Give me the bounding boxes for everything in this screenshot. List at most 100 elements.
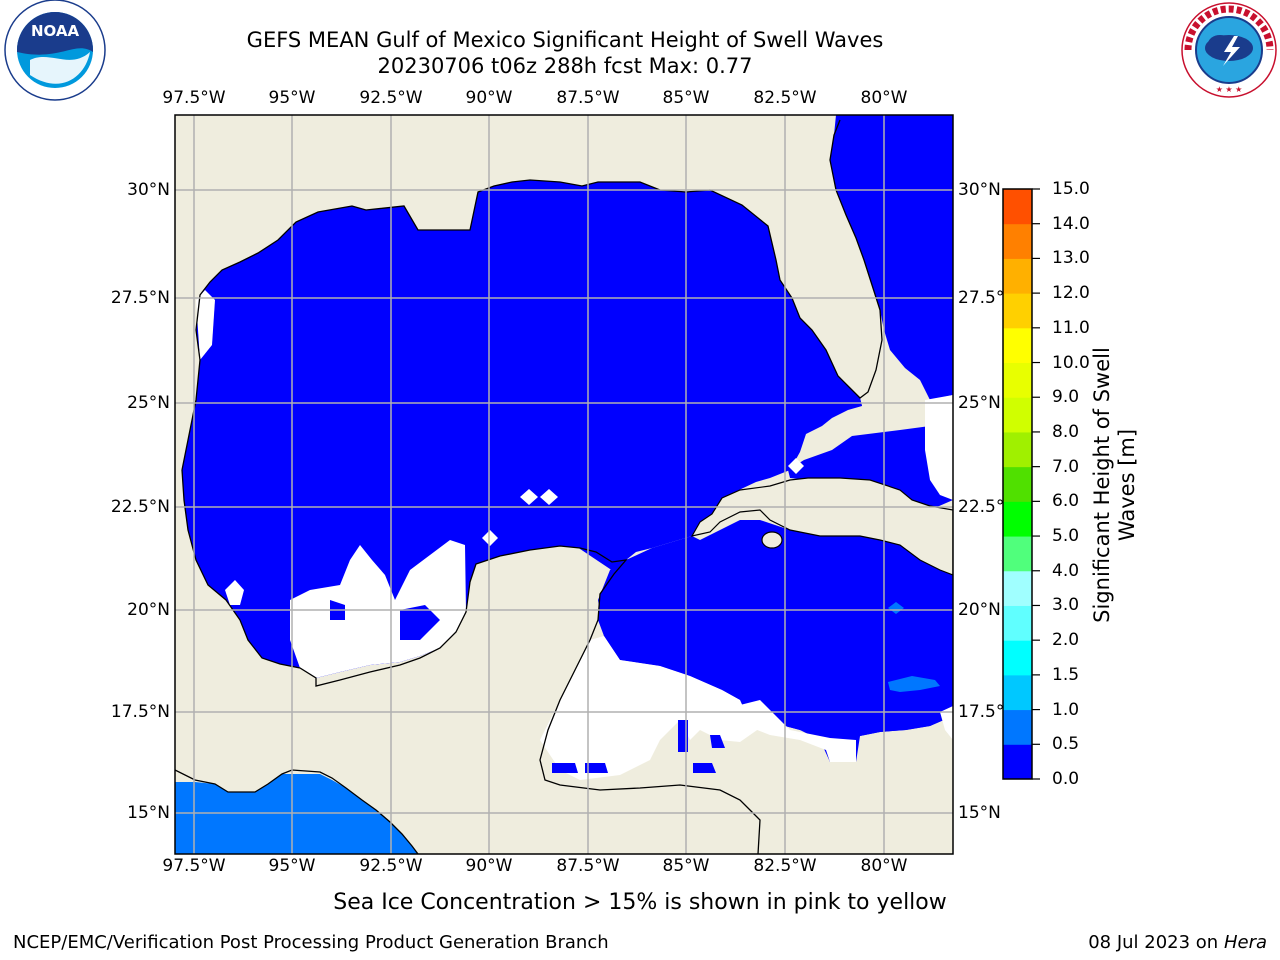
cuba-landmass xyxy=(690,477,953,576)
nodata-patch xyxy=(740,700,856,762)
colorbar-cell xyxy=(1003,570,1032,606)
nodata-patch xyxy=(290,540,466,678)
colorbar-tick-label: 11.0 xyxy=(1052,317,1090,338)
noaa-logo-text: NOAA xyxy=(31,22,80,40)
lat-label-right: 30°N xyxy=(958,180,1001,200)
colorbar-cell xyxy=(1003,431,1032,468)
credit-left: NCEP/EMC/Verification Post Processing Pr… xyxy=(13,932,609,953)
colorbar-tick-label: 3.0 xyxy=(1052,595,1080,616)
colorbar-tick-label: 14.0 xyxy=(1052,213,1090,234)
colorbar-tick-label: 1.5 xyxy=(1052,664,1080,685)
colorbar-cell xyxy=(1003,223,1032,259)
graticule xyxy=(175,115,953,854)
credit-host: Hera xyxy=(1223,932,1267,953)
nodata-patch xyxy=(788,458,804,474)
lon-label-top: 87.5°W xyxy=(556,88,620,108)
lon-label-bottom: 85°W xyxy=(662,856,710,876)
credit-right: 08 Jul 2023 on Hera xyxy=(1088,932,1267,953)
lon-label-bottom: 80°W xyxy=(860,856,908,876)
nodata-patch xyxy=(925,395,953,500)
svg-text:★ ★ ★: ★ ★ ★ xyxy=(1216,85,1243,94)
coastline-pacific xyxy=(175,769,419,854)
lon-label-bottom: 95°W xyxy=(268,856,316,876)
colorbar-cell xyxy=(1003,709,1032,745)
caribbean-patch xyxy=(552,763,578,773)
nodata-patch xyxy=(940,706,953,740)
gulf-body xyxy=(182,180,862,678)
colorbar-cell xyxy=(1003,744,1032,780)
colorbar-cell xyxy=(1003,674,1032,711)
colorbar-cell xyxy=(1003,397,1032,433)
lon-label-top: 95°W xyxy=(268,88,316,108)
colorbar-cell xyxy=(1003,258,1032,294)
coastline-north xyxy=(181,119,883,471)
colorbar-tick-label: 8.0 xyxy=(1052,421,1080,442)
lon-label-top: 90°W xyxy=(465,88,513,108)
chart-title: GEFS MEAN Gulf of Mexico Significant Hei… xyxy=(246,28,884,52)
colorbar-tick-label: 1.0 xyxy=(1052,699,1080,720)
colorbar-cell xyxy=(1003,536,1032,572)
colorbar-cell xyxy=(1003,640,1032,676)
lon-label-top: 82.5°W xyxy=(753,88,817,108)
lat-label-left: 17.5°N xyxy=(110,702,170,722)
lat-label-right: 15°N xyxy=(958,803,1001,823)
lat-label-right: 25°N xyxy=(958,393,1001,413)
lat-label-left: 30°N xyxy=(127,180,170,200)
lon-label-top: 92.5°W xyxy=(359,88,423,108)
colorbar-title-line2: Waves [m] xyxy=(1115,428,1139,542)
lat-label-left: 20°N xyxy=(127,600,170,620)
nodata-patch xyxy=(225,580,244,605)
lat-label-left: 22.5°N xyxy=(110,497,170,517)
colorbar-title: Significant Height of Swell Waves [m] xyxy=(1090,305,1140,665)
lon-label-bottom: 97.5°W xyxy=(162,856,226,876)
colorbar-tick-label: 0.0 xyxy=(1052,769,1080,789)
lon-label-top: 80°W xyxy=(860,88,908,108)
isla-de-la-juventud xyxy=(761,531,783,549)
lon-label-bottom: 87.5°W xyxy=(556,856,620,876)
colorbar-tick-label: 6.0 xyxy=(1052,491,1080,512)
credit-date: 08 Jul 2023 on xyxy=(1088,932,1224,953)
lon-label-top: 85°W xyxy=(662,88,710,108)
noaa-logo: NOAA xyxy=(4,0,106,101)
atlantic-swell-area xyxy=(830,115,953,400)
gulf-patch xyxy=(400,605,440,640)
lon-label-bottom: 82.5°W xyxy=(753,856,817,876)
nodata-patch xyxy=(520,489,538,505)
swell-0.5m-patch xyxy=(888,676,940,692)
chart-subtitle: 20230706 t06z 288h fcst Max: 0.77 xyxy=(377,54,753,78)
map-frame xyxy=(174,114,954,855)
lon-label-top: 97.5°W xyxy=(162,88,226,108)
colorbar-tick-label: 2.0 xyxy=(1052,630,1080,651)
pacific-swell-area xyxy=(175,774,418,854)
lat-label-left: 25°N xyxy=(127,393,170,413)
colorbar-tick-label: 4.0 xyxy=(1052,560,1080,581)
colorbar-cell xyxy=(1003,362,1032,398)
nodata-patch xyxy=(482,530,498,546)
colorbar-cell xyxy=(1003,501,1032,537)
colorbar-tick-label: 12.0 xyxy=(1052,283,1090,304)
lat-label-left: 27.5°N xyxy=(110,288,170,308)
colorbar-tick-label: 15.0 xyxy=(1052,179,1090,199)
colorbar-cell xyxy=(1003,327,1032,364)
colorbar-cell xyxy=(1003,293,1032,329)
colorbar-tick-label: 9.0 xyxy=(1052,387,1080,408)
colorbar-tick-label: 0.5 xyxy=(1052,734,1080,755)
caribbean-patch xyxy=(710,735,725,748)
colorbar-cell xyxy=(1003,466,1032,502)
lat-label-left: 15°N xyxy=(127,803,170,823)
colorbar-tick-label: 10.0 xyxy=(1052,352,1090,373)
sea-ice-note-text: Sea Ice Concentration > 15% is shown in … xyxy=(333,890,947,915)
swell-0.5m-patch xyxy=(888,602,904,614)
caribbean-patch xyxy=(693,763,716,773)
colorbar-title-line1: Significant Height of Swell xyxy=(1090,347,1114,623)
nodata-patch xyxy=(540,636,760,780)
lat-label-right: 20°N xyxy=(958,600,1001,620)
sea-ice-note: Sea Ice Concentration > 15% is shown in … xyxy=(0,890,1280,915)
nws-logo: ★ ★ ★ xyxy=(1181,2,1277,98)
caribbean-patch xyxy=(585,763,608,773)
colorbar-frame xyxy=(1002,188,1033,780)
nodata-patch xyxy=(196,290,215,360)
nodata-patch xyxy=(540,489,558,505)
colorbar-tick-label: 13.0 xyxy=(1052,248,1090,269)
